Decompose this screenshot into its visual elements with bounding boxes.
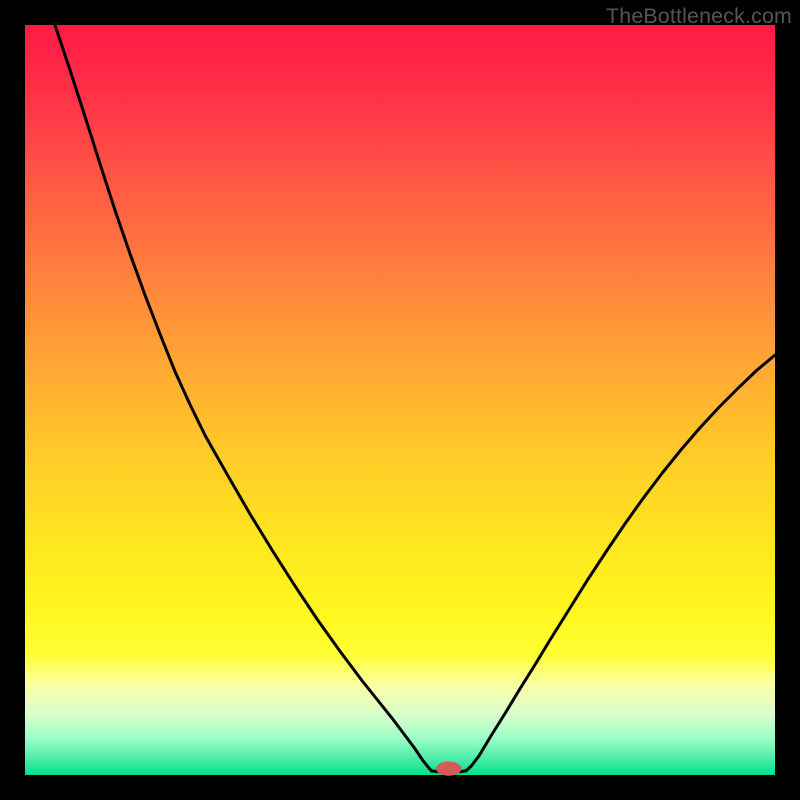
watermark-text: TheBottleneck.com <box>606 4 792 29</box>
trough-marker <box>436 762 462 776</box>
chart-canvas <box>0 0 800 800</box>
bottleneck-chart: TheBottleneck.com <box>0 0 800 800</box>
plot-background <box>25 25 775 775</box>
